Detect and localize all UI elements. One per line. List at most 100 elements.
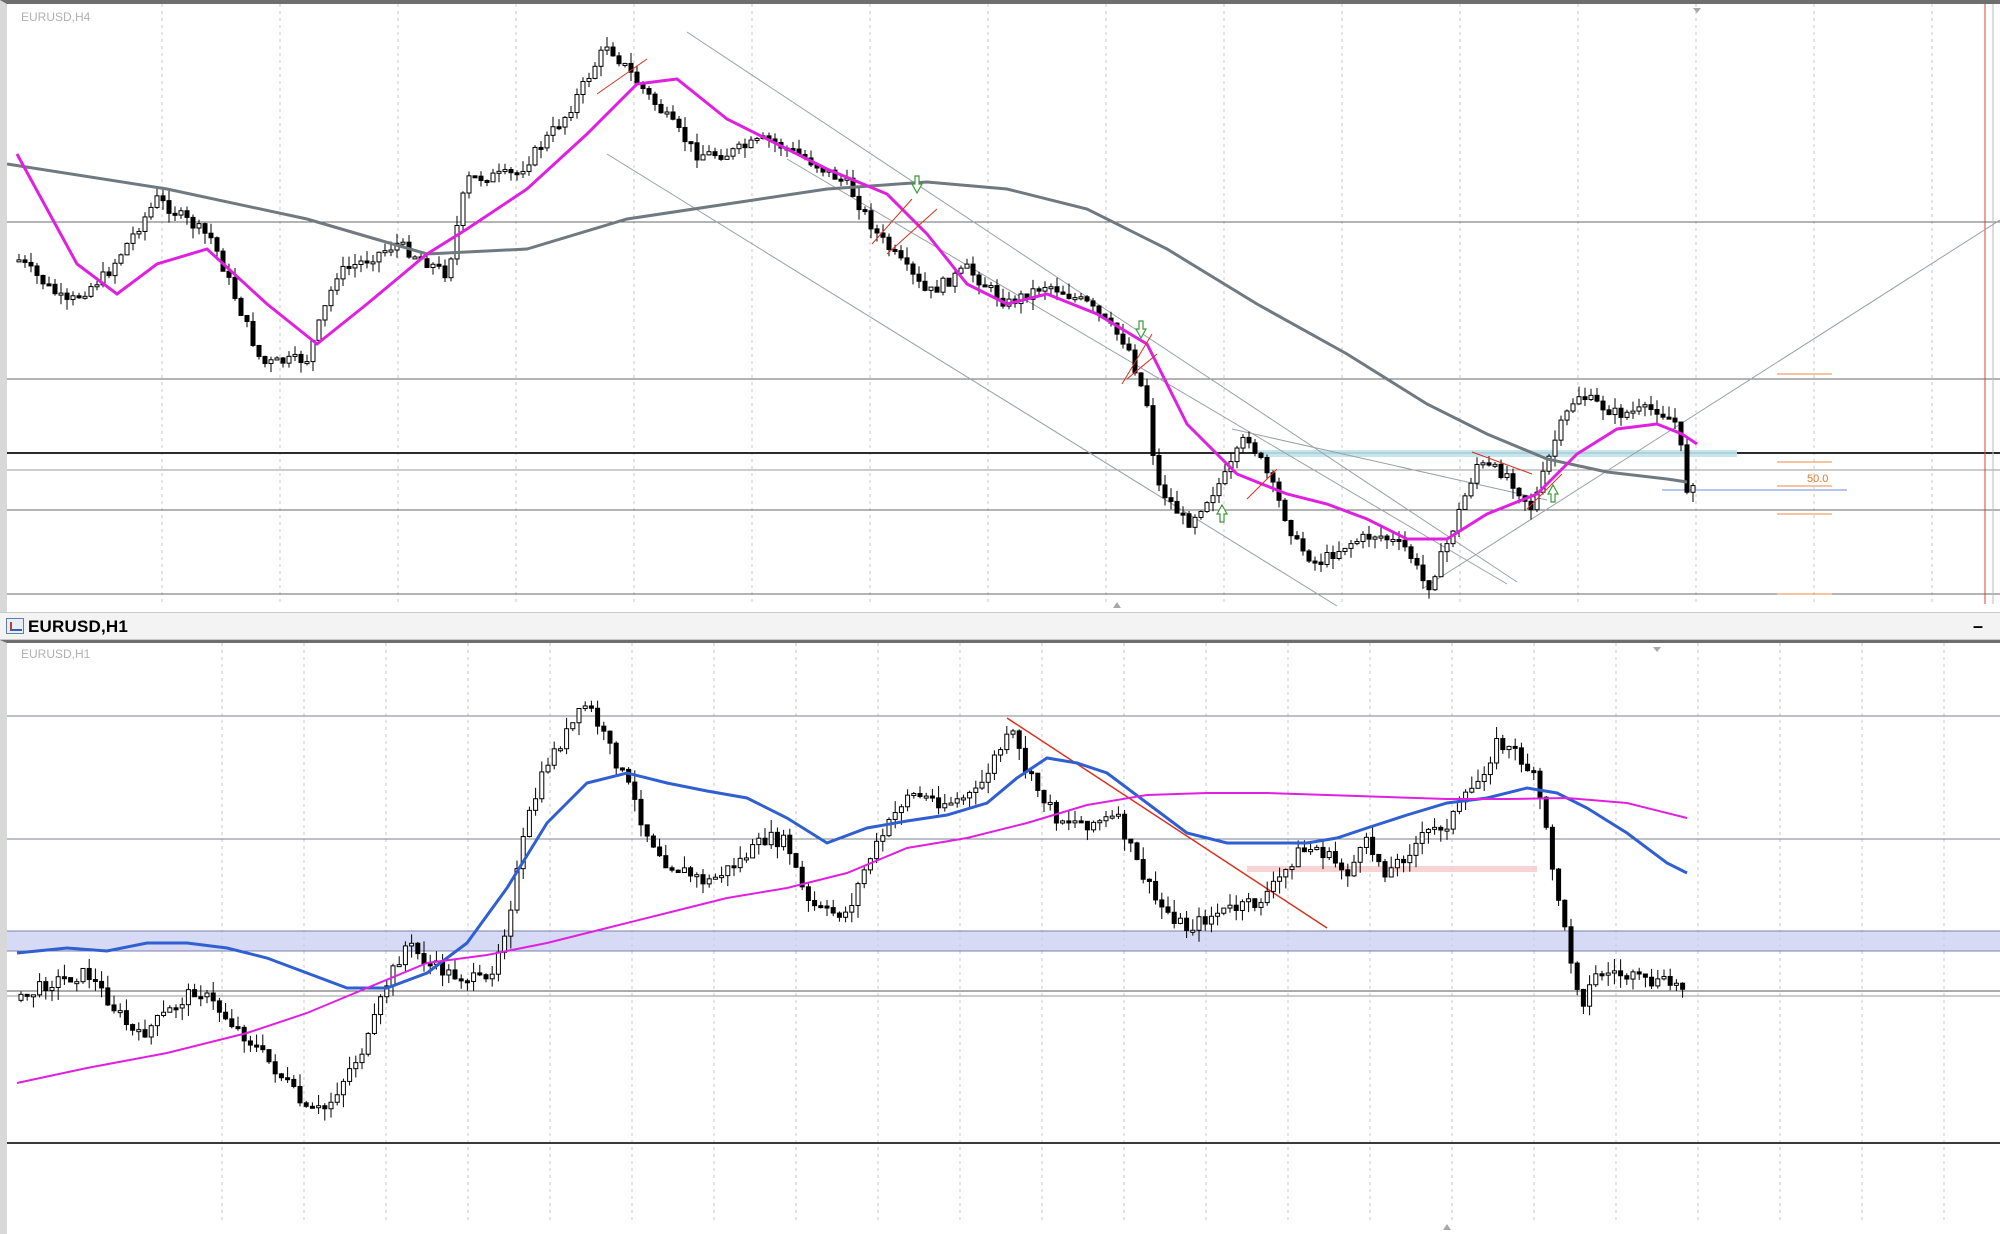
h4-pattern-line (1471, 451, 1533, 475)
h4-candle-body (88, 286, 94, 297)
h4-candle-body (160, 195, 166, 202)
h1-candle-body (923, 795, 929, 799)
h1-candle-body (1382, 861, 1388, 878)
h1-candle-body (731, 865, 737, 869)
h1-candle-body (185, 989, 191, 1006)
h1-candle-body (130, 1024, 136, 1031)
h4-candle-body (676, 118, 682, 128)
h1-candle-body (564, 728, 570, 750)
h4-candle-body (1336, 550, 1342, 559)
h1-candle-body (719, 875, 725, 879)
h1-candle-body (1537, 770, 1543, 798)
h4-candle-body (1048, 286, 1054, 290)
h4-candle-body (148, 206, 154, 218)
h1-candle-body (750, 844, 756, 859)
h1-candle-body (1146, 878, 1152, 882)
h1-candle-body (1221, 907, 1227, 914)
h1-candle-body (204, 992, 210, 998)
h4-candle-body (1558, 419, 1564, 441)
h4-candle-body (628, 62, 634, 73)
h1-candle-body (272, 1061, 278, 1075)
h1-candle-body (1035, 772, 1041, 791)
h1-candle-body (1518, 747, 1524, 765)
h1-candle-body (148, 1025, 154, 1038)
h1-candle-body (1487, 762, 1493, 776)
h1-candle-body (613, 742, 619, 769)
h1-candle-body (768, 831, 774, 846)
h1-candle-body (489, 973, 495, 980)
h4-candle-body (520, 170, 526, 175)
h4-candle-body (1120, 333, 1126, 345)
h1-candle-body (105, 987, 111, 1006)
h4-candle-body (634, 71, 640, 84)
h4-candle-body (706, 151, 712, 156)
h4-candle-body (1486, 462, 1492, 466)
h4-candle-body (928, 286, 934, 291)
h1-candle-body (378, 996, 384, 1016)
h4-candle-body (274, 357, 280, 361)
minimize-icon[interactable]: – (1972, 616, 1983, 636)
h1-candle-body (427, 963, 433, 967)
h4-candle-body (1378, 535, 1384, 539)
h4-candle-body (40, 274, 46, 285)
h1-candle-body (1432, 826, 1438, 830)
h1-chart-canvas[interactable] (7, 643, 2000, 1234)
h4-candle-body (526, 164, 532, 172)
h4-candle-body (352, 264, 358, 269)
h1-candle-body (1531, 770, 1537, 774)
h1-candle-body (254, 1044, 260, 1048)
h1-candle-body (216, 1000, 222, 1013)
h1-candle-body (712, 876, 718, 880)
h4-candle-body (226, 270, 232, 278)
h1-candle-body (1252, 898, 1258, 908)
h4-candle-body (1594, 394, 1600, 402)
h4-candle-body (1414, 557, 1420, 566)
h4-candle-body (448, 258, 454, 279)
h1-candle-body (1394, 858, 1400, 869)
h4-candle-body (268, 359, 274, 365)
h1-candle-body (1283, 868, 1289, 878)
h4-candle-body (910, 263, 916, 275)
h4-candle-body (196, 223, 202, 229)
h1-candle-body (18, 993, 24, 1001)
h1-candle-body (1370, 836, 1376, 855)
h4-candle-body (28, 261, 34, 267)
h4-candle-body (94, 284, 100, 288)
h1-candle-body (843, 911, 849, 918)
h1-candle-body (142, 1029, 148, 1038)
h1-candle-body (1425, 828, 1431, 834)
h4-candle-body (1510, 473, 1516, 489)
h1-slow-ma (16, 792, 1688, 1084)
h1-candle-body (1556, 868, 1562, 901)
h1-chart-pane[interactable]: EURUSD,H1 (0, 640, 2000, 1234)
h4-down-arrow-icon (910, 175, 924, 195)
h1-candle-body (1525, 763, 1531, 772)
chart-window-title-bar[interactable]: EURUSD,H1 – (0, 612, 2000, 640)
h1-candle-body (353, 1062, 359, 1070)
h1-candle-body (1078, 820, 1084, 824)
h1-candle-body (1667, 975, 1673, 986)
h4-candle-body (1654, 408, 1660, 415)
h1-shift-marker-icon (1443, 1224, 1451, 1230)
h4-candle-body (1348, 543, 1354, 549)
h1-candle-body (192, 989, 198, 998)
h1-candle-body (446, 969, 452, 976)
h1-candle-body (1016, 730, 1022, 749)
h4-candle-body (142, 216, 148, 232)
h4-candle-body (1138, 372, 1144, 387)
h4-candle-body (1504, 473, 1510, 479)
h4-candle-body (658, 103, 664, 114)
h4-candle-body (1384, 535, 1390, 541)
h1-candle-body (24, 993, 30, 997)
h1-candle-body (396, 964, 402, 968)
h4-candle-body (46, 283, 52, 287)
h4-chart-canvas[interactable]: 50.0 (7, 4, 2000, 612)
h1-candle-body (1165, 906, 1171, 913)
h4-candle-body (1258, 452, 1264, 458)
h4-candle-body (610, 46, 616, 57)
h4-candle-body (1474, 464, 1480, 484)
h1-candle-body (576, 708, 582, 724)
h1-candle-body (421, 953, 427, 965)
h1-candle-body (247, 1040, 253, 1046)
h4-chart-pane[interactable]: EURUSD,H4 50.0 (0, 0, 2000, 612)
